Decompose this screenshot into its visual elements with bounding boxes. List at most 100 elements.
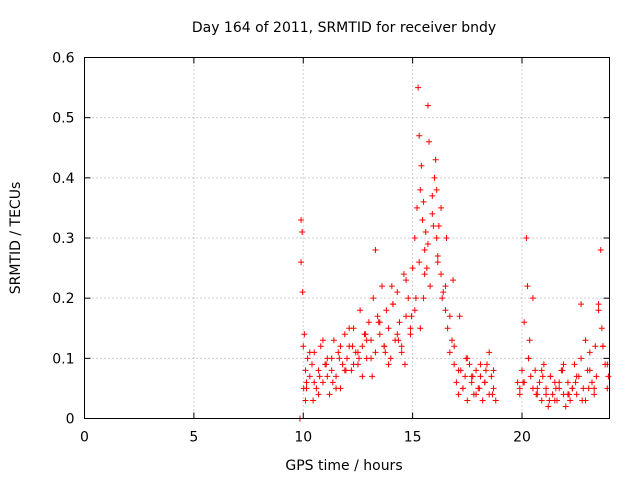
data-point: [411, 307, 418, 314]
data-point: [416, 259, 423, 266]
data-point: [519, 367, 525, 374]
data-point: [538, 397, 545, 404]
data-point: [372, 349, 379, 356]
data-point: [311, 379, 318, 386]
data-point: [464, 397, 471, 404]
data-point: [417, 186, 424, 193]
data-point: [449, 337, 455, 344]
data-point: [346, 325, 353, 332]
y-tick-label: 0.2: [52, 291, 74, 307]
axis-ticks: [84, 57, 610, 419]
y-tick-label: 0.5: [52, 111, 74, 127]
data-point: [468, 379, 475, 386]
data-point: [469, 373, 476, 380]
data-point: [398, 343, 405, 350]
data-point: [532, 367, 539, 374]
data-point: [545, 403, 552, 410]
data-point: [328, 355, 335, 362]
data-point: [383, 307, 390, 314]
data-point: [385, 361, 392, 368]
data-point: [412, 295, 419, 302]
data-point: [473, 367, 480, 374]
data-point: [394, 289, 401, 296]
data-point: [407, 331, 414, 338]
data-point: [405, 295, 412, 302]
data-point: [569, 385, 576, 392]
data-point: [368, 355, 375, 362]
data-point: [299, 289, 306, 296]
data-point: [476, 385, 483, 392]
data-point: [319, 379, 326, 386]
data-point: [439, 295, 446, 302]
data-point: [567, 397, 574, 404]
data-point: [420, 198, 427, 205]
data-point: [456, 313, 463, 320]
data-point: [433, 186, 440, 193]
data-point: [357, 307, 364, 314]
data-point: [304, 355, 311, 362]
data-point: [354, 349, 361, 356]
data-point: [482, 367, 489, 374]
data-point: [516, 391, 523, 398]
data-point: [438, 271, 445, 278]
data-point: [300, 343, 307, 350]
data-point: [421, 247, 428, 254]
data-point: [434, 259, 441, 266]
data-point: [433, 235, 440, 241]
data-point: [543, 385, 550, 392]
data-point: [356, 355, 363, 362]
data-point: [490, 367, 497, 374]
data-point: [403, 277, 410, 284]
data-point: [539, 373, 546, 380]
data-point: [374, 313, 381, 320]
data-point: [403, 313, 410, 320]
data-point: [299, 228, 306, 235]
data-point: [438, 204, 445, 211]
data-point: [586, 349, 593, 356]
data-point: [451, 343, 458, 350]
data-point: [430, 222, 437, 229]
data-point: [578, 301, 585, 308]
data-point: [529, 295, 536, 302]
data-point: [559, 367, 566, 374]
data-point: [303, 379, 310, 386]
data-point: [521, 319, 528, 326]
data-point: [302, 397, 309, 404]
data-point: [409, 265, 416, 272]
data-point: [333, 385, 340, 392]
data-point: [395, 337, 402, 344]
data-point: [479, 397, 486, 404]
data-point: [463, 355, 470, 362]
data-point: [536, 379, 543, 386]
data-point: [385, 325, 392, 332]
data-point: [427, 283, 434, 290]
data-point: [450, 277, 457, 284]
data-point: [435, 222, 442, 229]
data-point: [434, 253, 441, 260]
data-point: [400, 271, 407, 278]
data-point: [562, 403, 569, 410]
data-point: [477, 373, 484, 380]
data-point: [326, 391, 333, 398]
data-point: [595, 301, 602, 308]
data-point: [379, 283, 385, 290]
data-point: [520, 379, 527, 386]
data-point: [418, 162, 425, 169]
data-point: [455, 367, 462, 374]
data-point: [336, 355, 343, 362]
data-point: [316, 373, 323, 380]
data-point: [525, 355, 532, 362]
data-point: [514, 379, 521, 386]
data-point: [490, 385, 497, 392]
data-point: [446, 313, 453, 320]
data-point: [484, 361, 490, 368]
data-point: [546, 397, 553, 404]
data-point: [488, 373, 495, 380]
x-tick-label: 20: [513, 430, 531, 446]
data-point: [451, 361, 458, 368]
data-point: [549, 391, 556, 398]
data-point: [362, 331, 369, 338]
data-point: [417, 325, 424, 332]
data-point: [534, 385, 541, 392]
y-tick-label: 0.6: [52, 51, 74, 67]
